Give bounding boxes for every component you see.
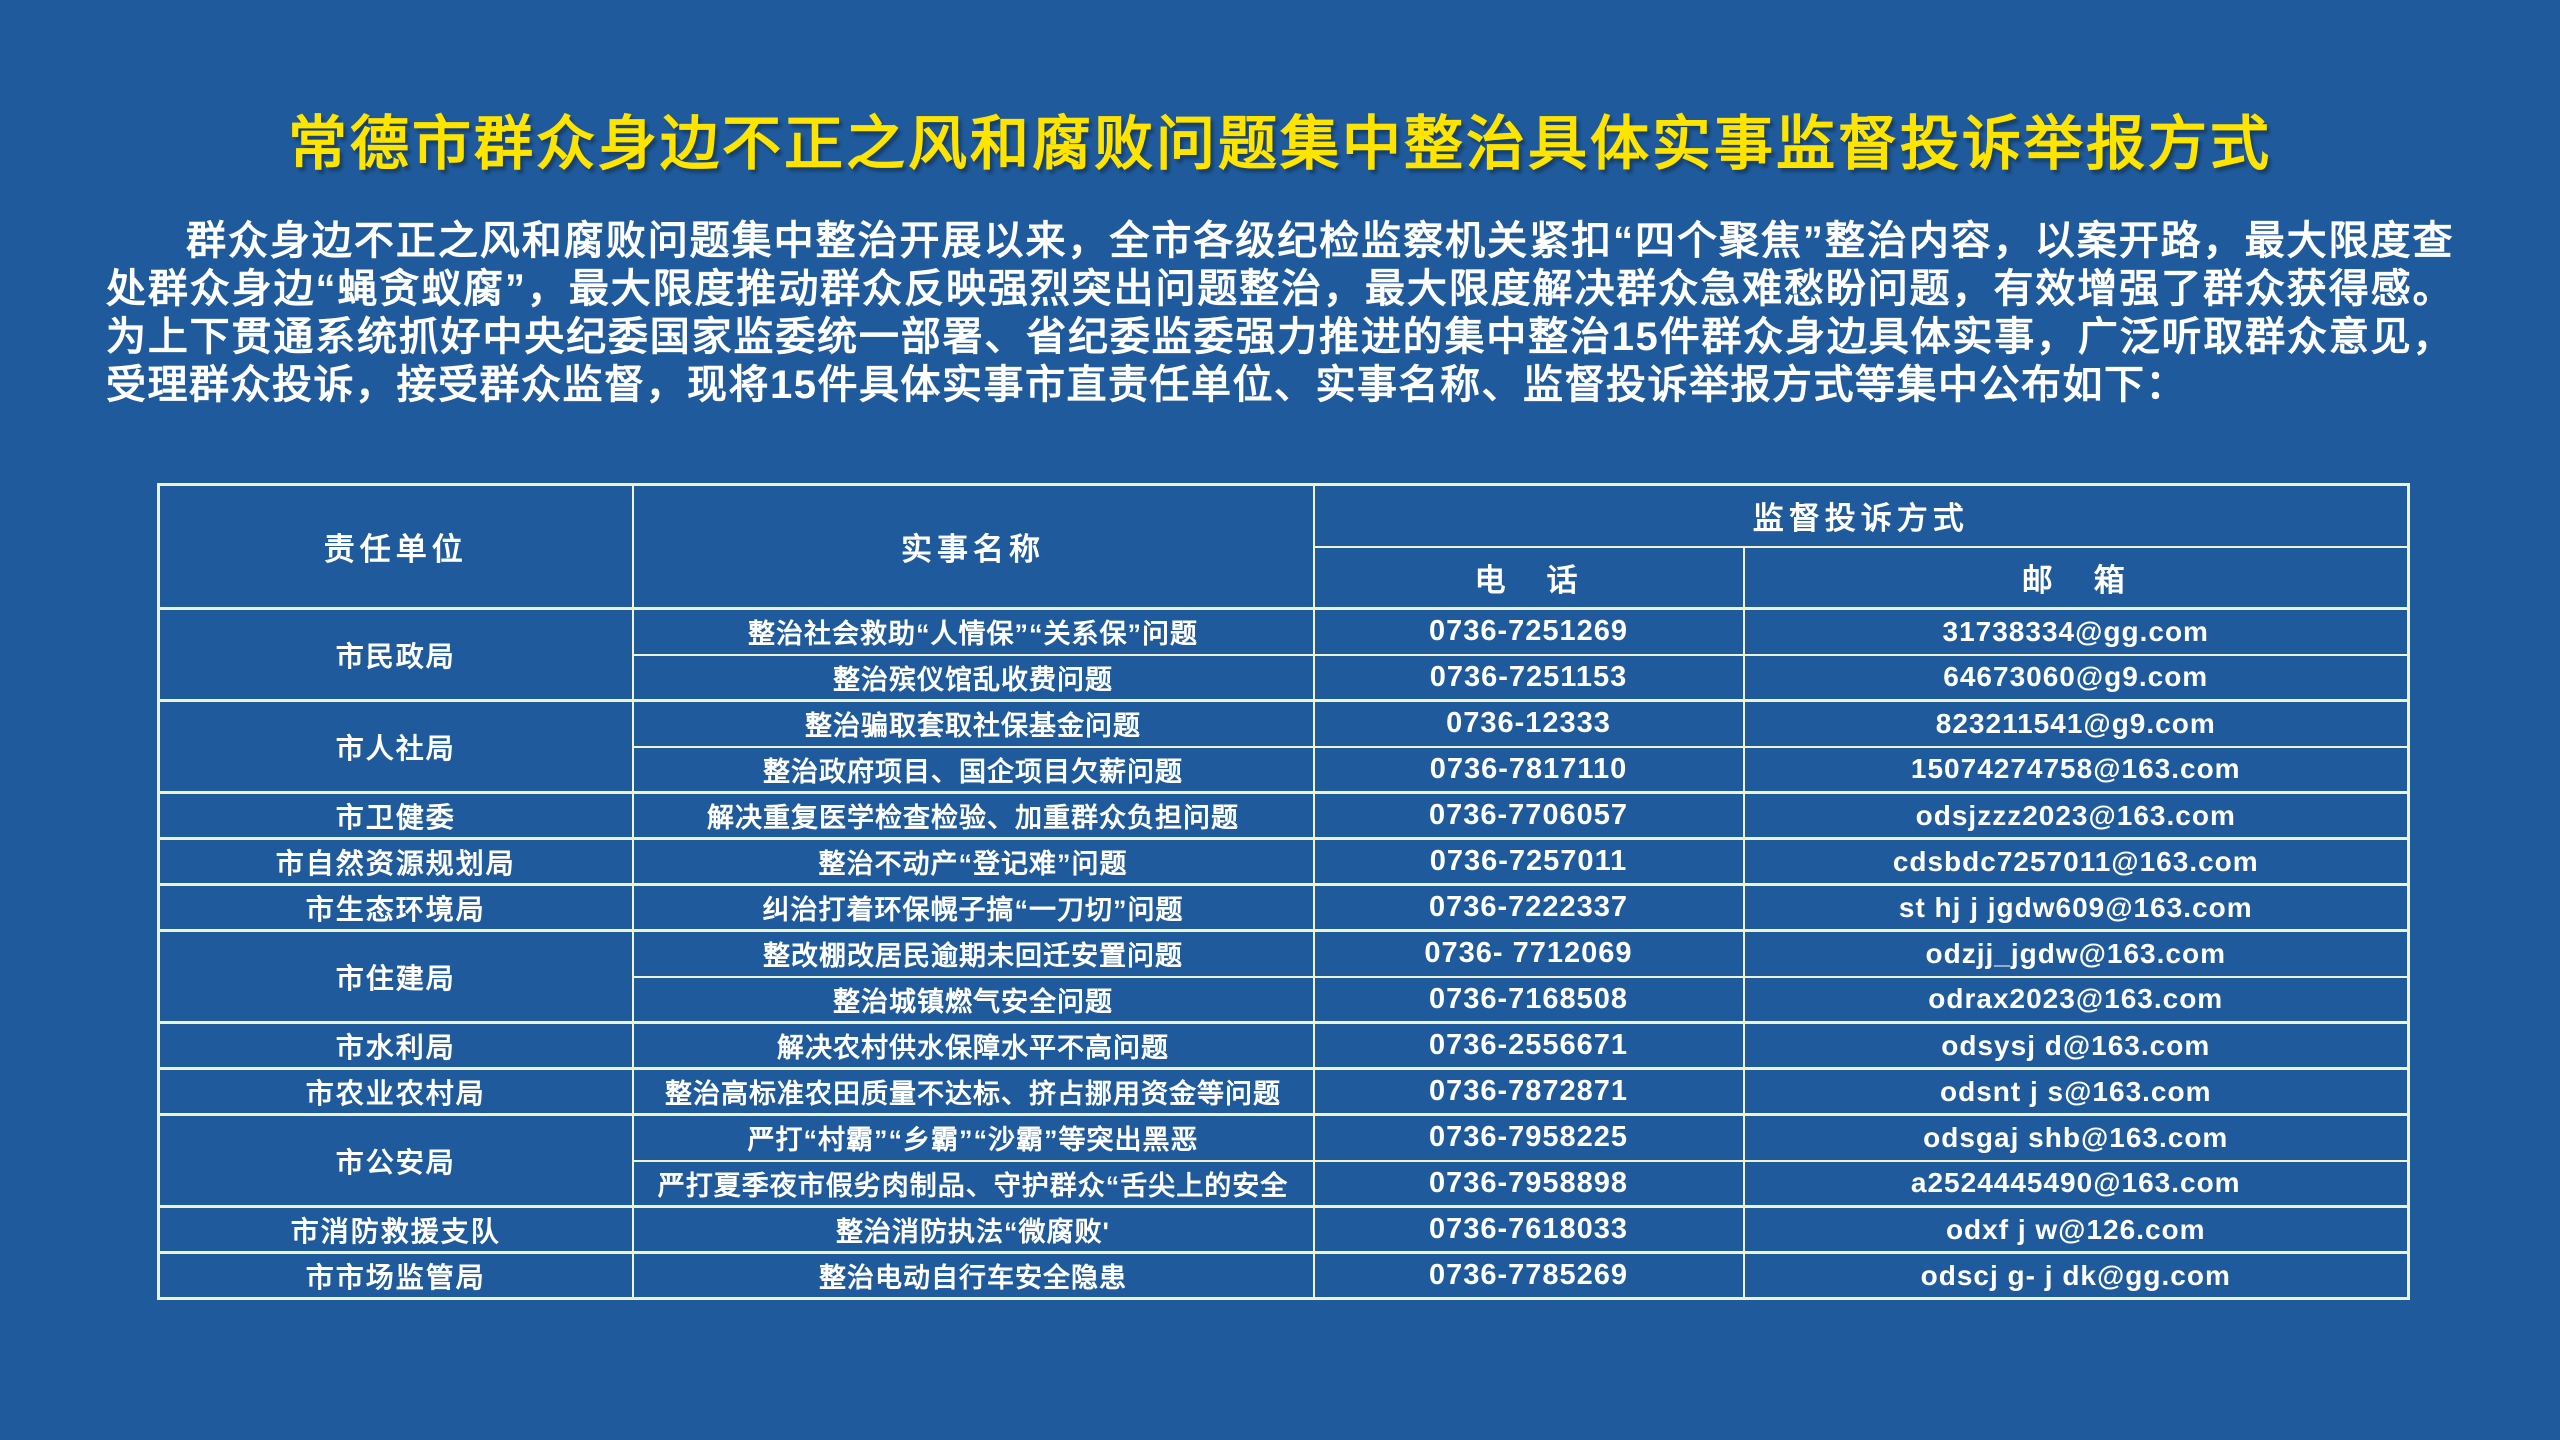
phone-cell: 0736-7251153	[1312, 653, 1745, 702]
phone-cell: 0736-7817110	[1312, 745, 1745, 794]
phone-cell: 0736-7785269	[1312, 1251, 1745, 1300]
table-row: 严打夏季夜市假劣肉制品、守护群众“舌尖上的安全 0736-7958898 a2524…	[159, 1159, 2410, 1208]
matter-cell: 整治城镇燃气安全问题	[631, 975, 1315, 1024]
unit-cell: 市住建局	[157, 929, 634, 1024]
header-row-1: 责任单位 实事名称 监督投诉方式	[157, 483, 2410, 610]
table-body: 市民政局 整治社会救助“人情保”“关系保”问题 0736-7251269 317383…	[157, 607, 2410, 1300]
matter-cell: 纠治打着环保幌子搞“一刀切”问题	[631, 883, 1315, 932]
header-row-2: 电 话 邮 箱	[159, 545, 2410, 610]
email-cell: odscj g- j dk@gg.com	[1742, 1251, 2410, 1300]
matter-cell: 解决农村供水保障水平不高问题	[631, 1021, 1315, 1070]
table-row: 市人社局 整治骗取套取社保基金问题 0736-12333 823211541@g9.c…	[157, 699, 2410, 794]
matter-cell: 整治不动产“登记难”问题	[631, 837, 1315, 886]
phone-cell: 0736-7257011	[1312, 837, 1745, 886]
email-cell: 31738334@gg.com	[1742, 607, 2410, 656]
header-matter: 实事名称	[631, 483, 1315, 610]
email-cell: 823211541@g9.com	[1742, 699, 2410, 748]
header-method: 监督投诉方式	[1312, 483, 2410, 548]
table-row: 市卫健委 解决重复医学检查检验、加重群众负担问题 0736-7706057 odsjz…	[157, 791, 2410, 840]
email-cell: odsgaj shb@163.com	[1742, 1113, 2410, 1162]
phone-cell: 0736-7222337	[1312, 883, 1745, 932]
table-row: 整治政府项目、国企项目欠薪问题 0736-7817110 15074274758@1…	[159, 745, 2410, 794]
matter-cell: 整治骗取套取社保基金问题	[631, 699, 1315, 748]
email-cell: odzjj_jgdw@163.com	[1742, 929, 2410, 978]
phone-cell: 0736-7958898	[1312, 1159, 1745, 1208]
matter-cell: 整治高标准农田质量不达标、挤占挪用资金等问题	[631, 1067, 1315, 1116]
table-header: 责任单位 实事名称 监督投诉方式 电 话 邮 箱	[157, 483, 2410, 610]
email-cell: odsysj d@163.com	[1742, 1021, 2410, 1070]
matter-cell: 整治消防执法“微腐败'	[631, 1205, 1315, 1254]
unit-cell: 市人社局	[157, 699, 634, 794]
phone-cell: 0736-7958225	[1312, 1113, 1745, 1162]
email-cell: odrax2023@163.com	[1742, 975, 2410, 1024]
phone-cell: 0736-7251269	[1312, 607, 1745, 656]
header-email: 邮 箱	[1742, 545, 2410, 610]
matter-cell: 整改棚改居民逾期未回迁安置问题	[631, 929, 1315, 978]
matter-cell: 严打夏季夜市假劣肉制品、守护群众“舌尖上的安全	[631, 1159, 1315, 1208]
phone-cell: 0736-12333	[1312, 699, 1745, 748]
email-cell: cdsbdc7257011@163.com	[1742, 837, 2410, 886]
phone-cell: 0736- 7712069	[1312, 929, 1745, 978]
table-row: 市市场监管局 整治电动自行车安全隐患 0736-7785269 odscj g- j …	[157, 1251, 2410, 1300]
table-row: 市农业农村局 整治高标准农田质量不达标、挤占挪用资金等问题 0736-7872871…	[157, 1067, 2410, 1116]
matter-cell: 整治殡仪馆乱收费问题	[631, 653, 1315, 702]
email-cell: odsjzzz2023@163.com	[1742, 791, 2410, 840]
phone-cell: 0736-7872871	[1312, 1067, 1745, 1116]
table-row: 市住建局 整改棚改居民逾期未回迁安置问题 0736- 7712069 odzjj_jg…	[157, 929, 2410, 1024]
unit-cell: 市水利局	[157, 1021, 634, 1070]
unit-cell: 市卫健委	[157, 791, 634, 840]
unit-cell: 市自然资源规划局	[157, 837, 634, 886]
phone-cell: 0736-2556671	[1312, 1021, 1745, 1070]
table-row: 市公安局 严打“村霸”“乡霸”“沙霸”等突出黑恶 0736-7958225 odsga…	[157, 1113, 2410, 1208]
phone-cell: 0736-7618033	[1312, 1205, 1745, 1254]
header-phone: 电 话	[1312, 545, 1745, 610]
table-row: 市水利局 解决农村供水保障水平不高问题 0736-2556671 odsysj d@1…	[157, 1021, 2410, 1070]
email-cell: odxf j w@126.com	[1742, 1205, 2410, 1254]
table-row: 市自然资源规划局 整治不动产“登记难”问题 0736-7257011 cdsbdc72…	[157, 837, 2410, 886]
matter-cell: 整治政府项目、国企项目欠薪问题	[631, 745, 1315, 794]
table-row: 市民政局 整治社会救助“人情保”“关系保”问题 0736-7251269 317383…	[157, 607, 2410, 702]
header-unit: 责任单位	[157, 483, 634, 610]
unit-cell: 市民政局	[157, 607, 634, 702]
table-row: 市生态环境局 纠治打着环保幌子搞“一刀切”问题 0736-7222337 st hj …	[157, 883, 2410, 932]
matter-cell: 整治电动自行车安全隐患	[631, 1251, 1315, 1300]
phone-cell: 0736-7706057	[1312, 791, 1745, 840]
matter-cell: 解决重复医学检查检验、加重群众负担问题	[631, 791, 1315, 840]
email-cell: odsnt j s@163.com	[1742, 1067, 2410, 1116]
table-row: 整治殡仪馆乱收费问题 0736-7251153 64673060@g9.com	[159, 653, 2410, 702]
matter-cell: 严打“村霸”“乡霸”“沙霸”等突出黑恶	[631, 1113, 1315, 1162]
unit-cell: 市农业农村局	[157, 1067, 634, 1116]
phone-cell: 0736-7168508	[1312, 975, 1745, 1024]
email-cell: 64673060@g9.com	[1742, 653, 2410, 702]
unit-cell: 市生态环境局	[157, 883, 634, 932]
matter-cell: 整治社会救助“人情保”“关系保”问题	[631, 607, 1315, 656]
intro-paragraph: 群众身边不正之风和腐败问题集中整治开展以来，全市各级纪检监察机关紧扣“四个聚焦”…	[106, 219, 2454, 407]
unit-cell: 市消防救援支队	[157, 1205, 634, 1254]
unit-cell: 市市场监管局	[157, 1251, 634, 1300]
email-cell: st hj j jgdw609@163.com	[1742, 883, 2410, 932]
table-row: 市消防救援支队 整治消防执法“微腐败' 0736-7618033 odxf j w@1…	[157, 1205, 2410, 1254]
email-cell: 15074274758@163.com	[1742, 745, 2410, 794]
report-table: 责任单位 实事名称 监督投诉方式 电 话 邮 箱 市民政局 整治社会救助“人情保”…	[157, 483, 2410, 1300]
page-title: 常德市群众身边不正之风和腐败问题集中整治具体实事监督投诉举报方式	[287, 111, 2272, 177]
email-cell: a2524445490@163.com	[1742, 1159, 2410, 1208]
table-row: 整治城镇燃气安全问题 0736-7168508 odrax2023@163.com	[159, 975, 2410, 1024]
unit-cell: 市公安局	[157, 1113, 634, 1208]
